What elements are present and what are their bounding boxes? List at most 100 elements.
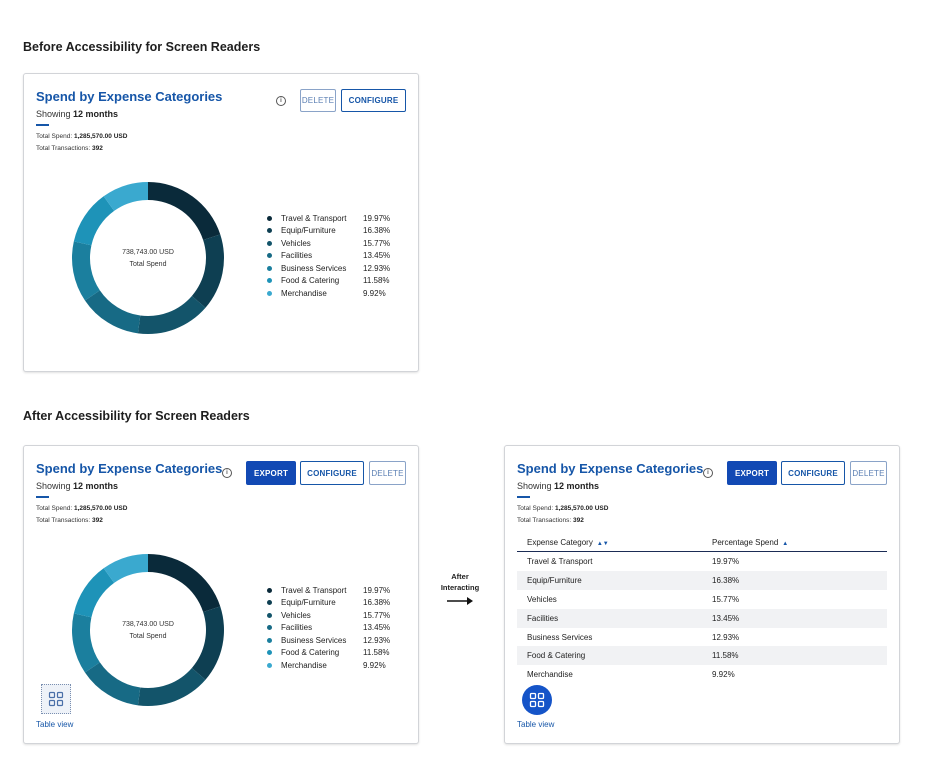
card-title: Spend by Expense Categories — [36, 461, 223, 476]
donut-slice-1 — [191, 606, 224, 680]
legend-item: Travel & Transport 19.97% — [267, 212, 390, 225]
percentage-cell: 16.38% — [702, 570, 887, 590]
percentage-cell: 9.92% — [712, 670, 735, 680]
percentage-cell: 13.45% — [702, 608, 887, 628]
legend-value: 16.38% — [363, 226, 391, 236]
legend-swatch — [267, 600, 272, 606]
legend-swatch — [267, 587, 272, 593]
legend-item: Vehicles 15.77% — [267, 609, 390, 622]
info-icon[interactable]: i — [703, 468, 713, 478]
donut-slice-5 — [73, 568, 115, 618]
configure-button[interactable]: CONFIGURE — [300, 461, 364, 485]
showing-period: Showing 12 months — [517, 481, 599, 491]
legend-label: Travel & Transport — [281, 213, 347, 223]
table-header-row: Expense Category ▲▼ Percentage Spend ▲ — [517, 534, 887, 552]
delete-button[interactable]: DELETE — [300, 89, 336, 112]
legend-label: Business Services — [281, 263, 347, 273]
title-underline — [517, 496, 530, 498]
configure-button[interactable]: CONFIGURE — [781, 461, 845, 485]
column-header-label: Expense Category — [527, 538, 593, 547]
showing-value: 12 months — [73, 481, 119, 491]
expense-card-after-table: Spend by Expense Categories Showing 12 m… — [504, 445, 900, 744]
legend-item: Equip/Furniture 16.38% — [267, 225, 390, 238]
export-button[interactable]: EXPORT — [246, 461, 296, 485]
configure-button[interactable]: CONFIGURE — [341, 89, 406, 112]
legend-label: Food & Catering — [281, 648, 340, 658]
legend-item: Business Services 12.93% — [267, 262, 390, 275]
legend-label: Facilities — [281, 251, 313, 261]
category-cell: Travel & Transport — [527, 556, 593, 566]
donut-slice-5 — [73, 196, 115, 246]
table-view-button[interactable] — [41, 684, 71, 714]
table-view-link[interactable]: Table view — [36, 720, 74, 729]
legend-item: Food & Catering 11.58% — [267, 647, 390, 660]
expense-card-before: Spend by Expense Categories Showing 12 m… — [23, 73, 419, 372]
legend-value: 16.38% — [363, 598, 391, 608]
category-cell: Vehicles — [527, 594, 557, 604]
legend-item: Food & Catering 11.58% — [267, 275, 390, 288]
legend-value: 9.92% — [363, 660, 386, 670]
legend-swatch — [267, 240, 272, 246]
donut-slice-0 — [148, 182, 221, 240]
legend-swatch — [267, 265, 272, 271]
total-spend-value: 1,285,570.00 USD — [554, 505, 609, 512]
info-icon[interactable]: i — [222, 468, 232, 478]
total-transactions-label: Total Transactions: — [36, 145, 91, 152]
legend-label: Food & Catering — [281, 276, 340, 286]
legend-label: Equip/Furniture — [281, 226, 336, 236]
legend-item: Travel & Transport 19.97% — [267, 584, 390, 597]
total-spend: Total Spend: 1,285,570.00 USD — [36, 133, 127, 140]
center-amount: 738,743.00 USD — [122, 621, 174, 628]
delete-button[interactable]: DELETE — [369, 461, 406, 485]
donut-slice-2 — [137, 667, 206, 706]
total-transactions-value: 392 — [92, 517, 103, 524]
donut-slice-2 — [137, 295, 206, 334]
center-label: Total Spend — [129, 633, 167, 640]
showing-prefix: Showing — [517, 481, 552, 491]
percentage-cell: 15.77% — [712, 594, 740, 604]
table-row: Merchandise 9.92% — [517, 665, 887, 684]
chart-legend: Travel & Transport 19.97% Equip/Furniture 1… — [267, 212, 390, 300]
category-cell: Business Services — [527, 632, 593, 642]
total-transactions-value: 392 — [92, 145, 103, 152]
table-row: Equip/Furniture 16.38% — [517, 570, 887, 590]
legend-swatch — [267, 662, 272, 668]
legend-swatch — [267, 253, 272, 259]
sort-ascending-icon[interactable]: ▲ — [782, 541, 789, 547]
total-transactions-value: 392 — [573, 517, 584, 524]
table-row: Food & Catering 11.58% — [517, 646, 887, 666]
legend-item: Equip/Furniture 16.38% — [267, 597, 390, 610]
export-button[interactable]: EXPORT — [727, 461, 777, 485]
sort-both-icon[interactable]: ▲▼ — [596, 541, 609, 547]
table-view-link[interactable]: Table view — [517, 720, 555, 729]
title-underline — [36, 124, 49, 126]
legend-value: 15.77% — [363, 238, 391, 248]
legend-value: 11.58% — [363, 648, 390, 658]
expense-card-after-chart: Spend by Expense Categories Showing 12 m… — [23, 445, 419, 744]
legend-value: 19.97% — [363, 585, 391, 595]
legend-swatch — [267, 650, 272, 656]
category-cell: Food & Catering — [517, 646, 702, 666]
total-transactions: Total Transactions: 392 — [517, 517, 584, 524]
table-row: Facilities 13.45% — [517, 608, 887, 628]
column-header-label: Percentage Spend — [712, 538, 779, 547]
category-cell: Equip/Furniture — [517, 570, 702, 590]
percentage-cell: 11.58% — [702, 646, 887, 666]
info-icon[interactable]: i — [276, 96, 286, 106]
column-header-category[interactable]: Expense Category ▲▼ — [517, 534, 702, 552]
donut-slice-3 — [84, 290, 141, 334]
column-header-percentage[interactable]: Percentage Spend ▲ — [702, 534, 887, 552]
grid-icon — [48, 691, 64, 707]
legend-swatch — [267, 215, 272, 221]
delete-button[interactable]: DELETE — [850, 461, 887, 485]
center-amount: 738,743.00 USD — [122, 249, 174, 256]
legend-item: Merchandise 9.92% — [267, 659, 390, 672]
total-spend: Total Spend: 1,285,570.00 USD — [517, 505, 608, 512]
legend-label: Vehicles — [281, 238, 311, 248]
legend-value: 19.97% — [363, 213, 391, 223]
total-transactions: Total Transactions: 392 — [36, 517, 103, 524]
table-view-button[interactable] — [522, 685, 552, 715]
legend-label: Merchandise — [281, 660, 327, 670]
arrow-label-line2: Interacting — [440, 583, 480, 592]
donut-center: 738,743.00 USD Total Spend — [93, 619, 203, 643]
